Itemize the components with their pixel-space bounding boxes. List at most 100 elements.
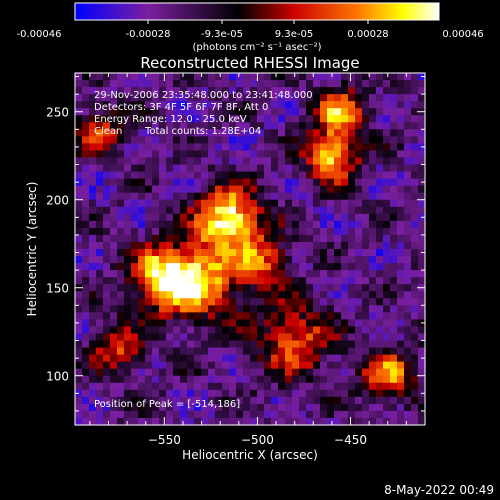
heatmap-cell (243, 73, 251, 81)
heatmap-cell (306, 305, 314, 313)
heatmap-cell (222, 80, 230, 88)
heatmap-cell (264, 192, 272, 201)
heatmap-cell (215, 256, 223, 264)
heatmap-cell (173, 354, 181, 363)
heatmap-cell (341, 319, 349, 328)
heatmap-cell (390, 157, 398, 166)
heatmap-cell (334, 129, 342, 137)
heatmap-cell (348, 94, 356, 102)
heatmap-cell (257, 199, 265, 208)
heatmap-cell (306, 136, 314, 144)
heatmap-cell (418, 185, 426, 194)
heatmap-cell (159, 115, 167, 123)
heatmap-cell (404, 340, 412, 349)
heatmap-cell (404, 80, 412, 88)
heatmap-cell (362, 270, 370, 278)
heatmap-cell (320, 122, 328, 130)
heatmap-cell (257, 192, 265, 201)
heatmap-cell (124, 206, 132, 215)
heatmap-cell (75, 220, 83, 229)
heatmap-cell (320, 94, 328, 102)
heatmap-cell (229, 122, 237, 130)
heatmap-cell (334, 382, 342, 391)
heatmap-cell (362, 389, 370, 398)
heatmap-cell (131, 143, 139, 152)
heatmap-cell (180, 164, 188, 173)
heatmap-cell (180, 206, 188, 215)
heatmap-cell (271, 375, 279, 384)
heatmap-cell (201, 270, 209, 278)
heatmap-cell (404, 312, 412, 320)
heatmap-cell (320, 171, 328, 180)
heatmap-cell (152, 277, 160, 285)
heatmap-cell (222, 368, 230, 377)
heatmap-cell (236, 178, 244, 187)
heatmap-cell (334, 234, 342, 243)
heatmap-cell (201, 403, 209, 412)
heatmap-cell (229, 213, 237, 222)
heatmap-cell (320, 333, 328, 342)
heatmap-cell (103, 199, 111, 208)
heatmap-cell (103, 241, 111, 250)
heatmap-cell (208, 73, 216, 81)
heatmap-cell (397, 206, 405, 215)
heatmap-cell (138, 171, 146, 180)
heatmap-cell (292, 115, 300, 123)
heatmap-cell (397, 94, 405, 102)
heatmap-cell (306, 375, 314, 384)
heatmap-cell (257, 122, 265, 130)
heatmap-cell (299, 185, 307, 194)
heatmap-cell (103, 298, 111, 306)
heatmap-cell (278, 150, 286, 159)
heatmap-cell (264, 270, 272, 278)
heatmap-cell (236, 263, 244, 271)
heatmap-cell (243, 333, 251, 342)
heatmap-cell (257, 354, 265, 363)
heatmap-cell (124, 241, 132, 250)
heatmap-cell (131, 80, 139, 88)
heatmap-cell (292, 80, 300, 88)
heatmap-cell (173, 164, 181, 173)
heatmap-cell (264, 206, 272, 215)
heatmap-cell (145, 284, 153, 292)
heatmap-cell (201, 143, 209, 152)
heatmap-cell (285, 150, 293, 159)
heatmap-cell (250, 249, 258, 257)
heatmap-cell (180, 129, 188, 137)
heatmap-cell (208, 164, 216, 173)
heatmap-cell (180, 375, 188, 384)
heatmap-cell (222, 375, 230, 384)
heatmap-cell (208, 108, 216, 116)
heatmap-cell (138, 87, 146, 95)
heatmap-cell (404, 234, 412, 243)
heatmap-cell (278, 333, 286, 342)
heatmap-cell (89, 164, 97, 173)
heatmap-cell (173, 178, 181, 187)
heatmap-cell (222, 319, 230, 328)
heatmap-cell (411, 136, 419, 144)
heatmap-cell (110, 256, 118, 264)
heatmap-cell (103, 291, 111, 299)
heatmap-cell (75, 136, 83, 144)
heatmap-cell (299, 80, 307, 88)
heatmap-cell (390, 108, 398, 116)
heatmap-cell (348, 347, 356, 356)
heatmap-cell (229, 249, 237, 257)
heatmap-cell (208, 122, 216, 130)
heatmap-cell (236, 199, 244, 208)
heatmap-cell (166, 368, 174, 377)
heatmap-cell (299, 403, 307, 412)
heatmap-cell (313, 298, 321, 306)
heatmap-cell (124, 87, 132, 95)
heatmap-cell (194, 417, 202, 426)
heatmap-cell (390, 206, 398, 215)
heatmap-cell (131, 178, 139, 187)
heatmap-cell (229, 206, 237, 215)
heatmap-cell (152, 305, 160, 313)
heatmap-cell (390, 256, 398, 264)
heatmap-cell (313, 347, 321, 356)
heatmap-cell (96, 192, 104, 201)
heatmap-cell (383, 326, 391, 335)
heatmap-cell (236, 256, 244, 264)
heatmap-cell (376, 396, 384, 405)
